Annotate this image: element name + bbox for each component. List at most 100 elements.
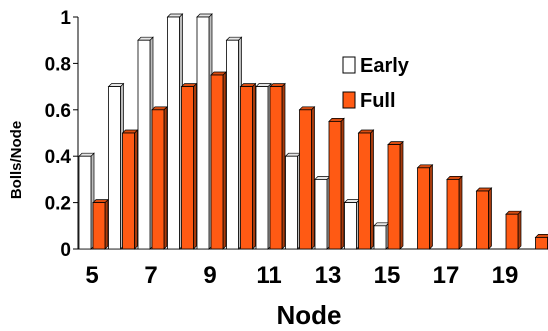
x-tick-label: 11 xyxy=(256,262,281,289)
bar-front xyxy=(108,86,121,250)
bar-front xyxy=(358,132,371,250)
bar-side xyxy=(399,140,404,250)
bar-side xyxy=(104,198,109,250)
bar-front xyxy=(122,132,135,250)
bar-side xyxy=(429,163,433,250)
bar-top xyxy=(373,222,390,227)
bar-front xyxy=(476,190,489,250)
y-axis-label: Bolls/Node xyxy=(8,121,25,199)
bar-top xyxy=(137,36,154,41)
bar-early xyxy=(78,152,95,250)
bar-top xyxy=(255,83,272,87)
bar-early xyxy=(373,221,390,250)
y-tick-label: 1 xyxy=(60,8,71,29)
x-tick-label: 17 xyxy=(433,262,460,289)
y-tick-label: 0.8 xyxy=(45,54,71,75)
bar-early xyxy=(107,82,125,250)
y-tick-label: 0.2 xyxy=(45,194,71,215)
bar-front xyxy=(210,74,224,250)
bar-top xyxy=(166,13,184,18)
x-tick-label: 7 xyxy=(144,262,157,289)
bar-top xyxy=(298,106,316,111)
x-tick-label: 15 xyxy=(374,262,401,289)
bar-early xyxy=(225,36,243,250)
bar-top xyxy=(78,152,95,157)
bar-front xyxy=(137,39,151,250)
x-tick-label: 19 xyxy=(492,262,519,289)
bar-full xyxy=(387,140,404,250)
x-axis-label: Node xyxy=(277,300,342,330)
bar-side xyxy=(193,82,197,250)
x-tick-label: 9 xyxy=(203,262,216,289)
bar-side xyxy=(281,82,286,250)
bar-full xyxy=(328,117,345,250)
bar-front xyxy=(167,16,180,250)
bar-full xyxy=(505,210,522,250)
bar-front xyxy=(285,155,298,250)
legend-item-full: Full xyxy=(342,90,396,112)
bar-early xyxy=(196,13,213,250)
bar-full xyxy=(210,71,227,250)
bar-full xyxy=(475,187,493,250)
bar-full xyxy=(151,105,168,250)
bar-front xyxy=(196,16,210,250)
y-axis: 0 0.2 0.4 0.6 0.8 1 xyxy=(45,8,79,261)
bar-top xyxy=(505,210,522,215)
bar-side xyxy=(340,117,345,250)
bar-front xyxy=(181,86,194,250)
y-tick-label: 0 xyxy=(60,240,71,261)
bar-full xyxy=(298,105,316,250)
bar-side xyxy=(488,187,492,250)
legend-item-early: Early xyxy=(342,55,410,77)
bar-top xyxy=(387,141,404,145)
bar-full xyxy=(416,163,434,250)
bar-top xyxy=(416,164,434,169)
bar-side xyxy=(252,82,256,250)
bar-top xyxy=(239,83,257,87)
bar-front xyxy=(78,155,92,250)
bar-top xyxy=(121,129,139,134)
bar-front xyxy=(446,178,460,250)
bar-front xyxy=(417,167,430,250)
bar-front xyxy=(226,39,239,250)
bar-full xyxy=(92,198,109,250)
bar-side xyxy=(222,71,227,250)
bar-full xyxy=(121,129,139,250)
bar-top xyxy=(343,199,361,203)
bar-front xyxy=(314,178,328,250)
bar-top xyxy=(180,83,198,87)
bar-front xyxy=(255,86,269,250)
bar-top xyxy=(446,176,463,180)
bar-early xyxy=(314,175,331,250)
legend-swatch-early xyxy=(342,56,356,74)
bar-early xyxy=(166,13,184,250)
bar-top xyxy=(196,13,213,18)
bar-front xyxy=(151,109,165,250)
bar-top xyxy=(534,234,548,238)
bar-full xyxy=(357,129,375,250)
bar-early xyxy=(284,152,302,250)
bar-side xyxy=(311,105,315,250)
legend-label-full: Full xyxy=(360,90,396,112)
bar-front xyxy=(269,86,283,250)
bar-front xyxy=(299,109,312,250)
bar-full xyxy=(446,175,463,250)
bar-front xyxy=(328,121,342,250)
bar-side xyxy=(370,129,374,250)
legend: Early Full xyxy=(342,55,410,112)
legend-label-early: Early xyxy=(360,55,410,77)
bar-top xyxy=(328,118,345,122)
y-tick-label: 0.6 xyxy=(45,101,71,122)
bar-early xyxy=(343,198,361,250)
bar-full xyxy=(534,234,548,250)
x-tick-label: 5 xyxy=(85,262,98,289)
y-tick-label: 0.4 xyxy=(45,147,72,168)
bar-front xyxy=(344,202,357,250)
bar-side xyxy=(163,105,168,250)
bar-side xyxy=(458,175,463,250)
bar-top xyxy=(357,129,375,134)
bar-top xyxy=(475,187,493,192)
bar-front xyxy=(240,86,253,250)
bar-top xyxy=(210,71,227,76)
